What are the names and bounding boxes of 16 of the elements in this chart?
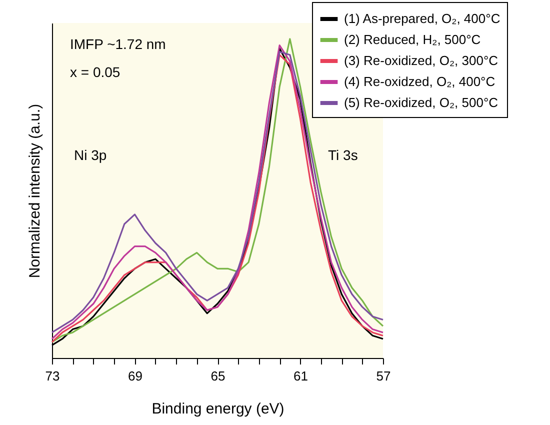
legend-label: (4) Re-oxidzed, O₂, 400°C xyxy=(344,74,496,89)
x-tick-label: 69 xyxy=(128,368,142,384)
x-tick-label: 57 xyxy=(376,368,391,384)
legend-label: (3) Re-oxidized, O₂, 300°C xyxy=(344,53,498,68)
legend-label: (5) Re-oxidized, O₂, 500°C xyxy=(344,95,498,110)
x-axis-title: Binding energy (eV) xyxy=(152,400,284,418)
legend-label: (2) Reduced, H₂, 500°C xyxy=(344,32,481,47)
x-tick-label: 73 xyxy=(45,368,60,384)
y-axis-title: Normalized intensity (a.u.) xyxy=(26,104,44,278)
annotation: Ni 3p xyxy=(74,147,107,163)
annotation: x = 0.05 xyxy=(70,64,120,80)
x-tick-label: 65 xyxy=(210,368,226,384)
legend-label: (1) As-prepared, O₂, 400°C xyxy=(344,11,500,26)
x-tick-label: 61 xyxy=(294,368,308,384)
annotation: IMFP ~1.72 nm xyxy=(70,36,166,52)
annotation: Ti 3s xyxy=(328,147,358,163)
